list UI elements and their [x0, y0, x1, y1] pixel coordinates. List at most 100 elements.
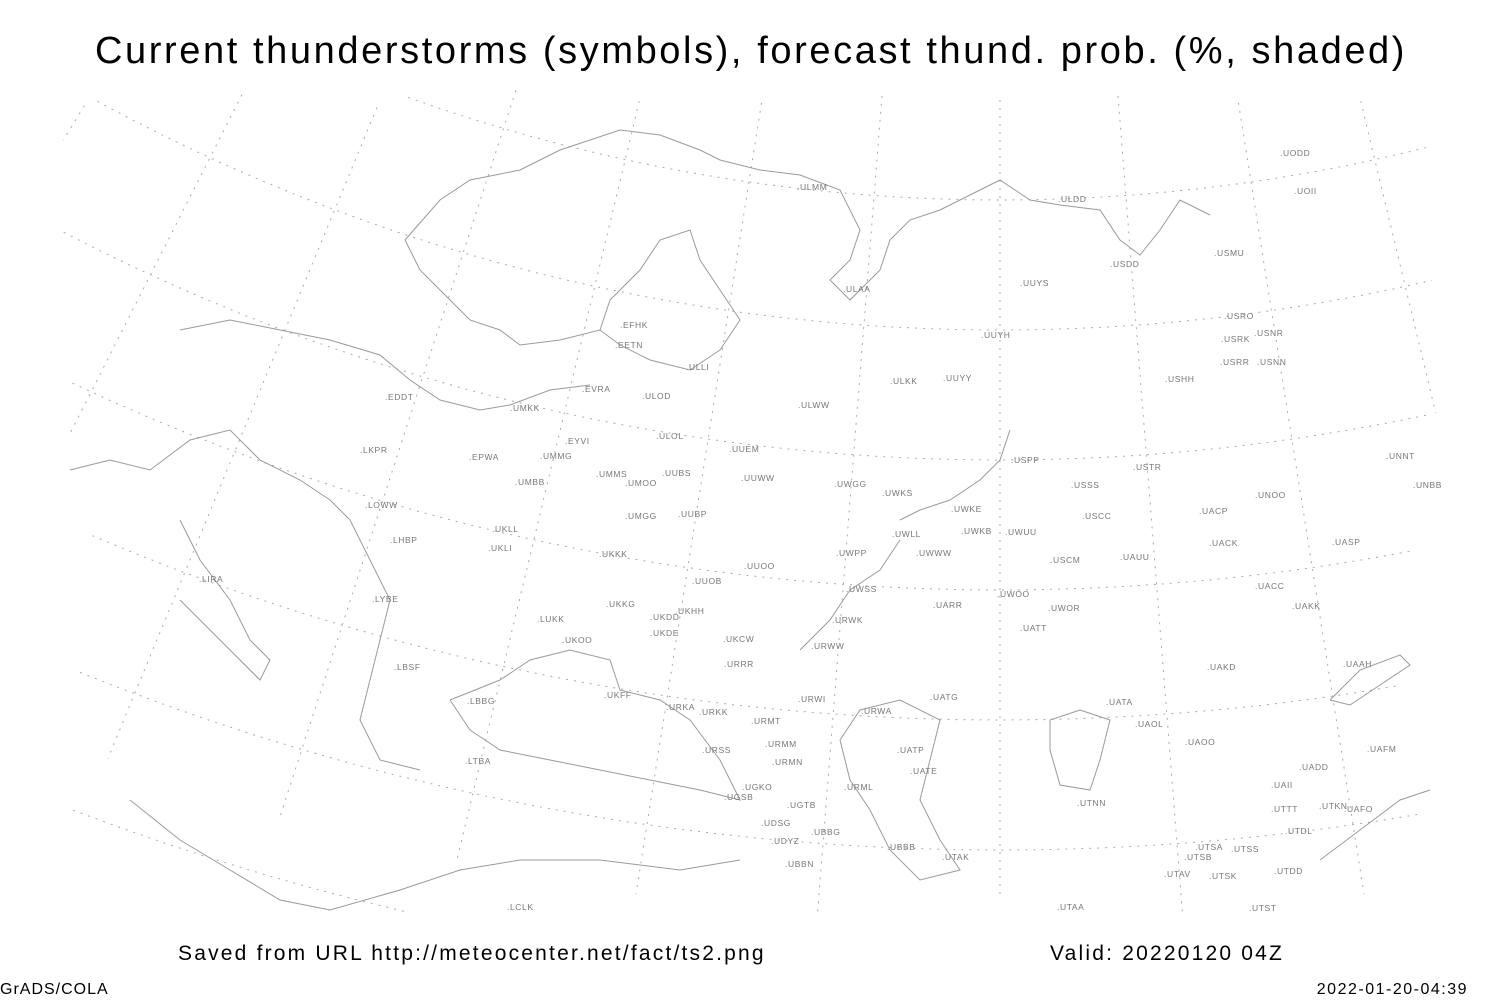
station-label-udsg: .UDSG [761, 818, 791, 828]
station-label-uubs: .UUBS [662, 468, 691, 478]
station-label-uaah: .UAAH [1343, 659, 1372, 669]
coastline [404, 129, 1211, 301]
station-label-usro: .USRO [1224, 311, 1254, 321]
station-label-ugtb: .UGTB [787, 800, 816, 810]
station-label-uadd: .UADD [1299, 762, 1329, 772]
station-label-uwpp: .UWPP [836, 548, 867, 558]
station-label-ukff: .UKFF [604, 690, 632, 700]
station-label-utsk: .UTSK [1209, 871, 1238, 881]
station-label-uacp: .UACP [1199, 506, 1228, 516]
station-label-lira: .LIRA [199, 574, 224, 584]
station-label-uwoo: .UWOO [997, 589, 1030, 599]
station-label-uafo: .UAFO [1344, 804, 1373, 814]
coastline [404, 229, 741, 371]
coastline [799, 539, 901, 651]
station-label-lhbp: .LHBP [390, 535, 418, 545]
coastline [69, 429, 421, 771]
source-url-text: Saved from URL http://meteocenter.net/fa… [178, 942, 766, 965]
station-label-usnr: .USNR [1254, 328, 1284, 338]
station-label-udyz: .UDYZ [771, 836, 800, 846]
station-label-urrr: .URRR [724, 659, 754, 669]
meridian-line [817, 95, 883, 914]
station-label-ubbg: .UBBG [811, 827, 841, 837]
station-label-uata: .UATA [1106, 697, 1133, 707]
meridian-line [1360, 101, 1437, 414]
station-label-eddt: .EDDT [385, 392, 414, 402]
coastline [1049, 709, 1111, 791]
meridian-line [107, 107, 378, 759]
station-label-uttt: .UTTT [1271, 804, 1299, 814]
station-label-usrr: .USRR [1220, 357, 1250, 367]
station-label-uwkb: .UWKB [961, 526, 992, 536]
station-label-usrk: .USRK [1221, 334, 1250, 344]
station-label-usss: .USSS [1071, 480, 1100, 490]
station-label-urss: .URSS [702, 745, 731, 755]
station-label-ulli: .ULLI [686, 362, 710, 372]
station-label-uwke: .UWKE [951, 504, 982, 514]
station-label-urka: .URKA [666, 702, 695, 712]
station-label-urmt: .URMT [751, 716, 781, 726]
station-label-uspp: .USPP [1011, 455, 1040, 465]
station-label-ukkk: .UKKK [599, 549, 628, 559]
station-label-loww: .LOWW [365, 500, 398, 510]
station-label-eyvi: .EYVI [565, 436, 590, 446]
station-label-uack: .UACK [1209, 538, 1238, 548]
coastline [179, 319, 591, 411]
station-label-uuyy: .UUYY [943, 373, 972, 383]
station-label-ulaa: .ULAA [843, 284, 871, 294]
station-label-utss: .UTSS [1231, 844, 1260, 854]
station-label-ulkk: .ULKK [890, 376, 918, 386]
station-label-lybe: .LYBE [372, 594, 399, 604]
coastline [179, 519, 271, 681]
coastline [1319, 789, 1431, 861]
station-label-uuww: .UUWW [741, 473, 775, 483]
station-label-uwuu: .UWUU [1005, 527, 1037, 537]
station-label-ukkg: .UKKG [606, 599, 636, 609]
station-label-eetn: .EETN [615, 340, 644, 350]
station-label-ukoo: .UKOO [562, 635, 593, 645]
station-label-usnn: .USNN [1257, 357, 1287, 367]
station-label-utav: .UTAV [1164, 869, 1191, 879]
station-label-uatt: .UATT [1020, 623, 1047, 633]
station-label-utsb: .UTSB [1184, 852, 1213, 862]
station-label-uwgg: .UWGG [834, 479, 867, 489]
station-label-uldd: .ULDD [1058, 194, 1087, 204]
station-label-lbbg: .LBBG [467, 696, 496, 706]
station-label-uubp: .UUBP [678, 509, 707, 519]
meridian-line [1238, 102, 1365, 894]
station-label-uaol: .UAOL [1135, 719, 1164, 729]
meridian-line [1117, 95, 1183, 914]
station-label-ukdd: .UKDD [650, 612, 680, 622]
coastline [129, 799, 741, 911]
station-label-uuys: .UUYS [1020, 278, 1049, 288]
meridian-line [67, 94, 243, 438]
station-label-umkk: .UMKK [510, 403, 540, 413]
station-label-ubbn: .UBBN [785, 859, 814, 869]
station-label-uacc: .UACC [1255, 581, 1285, 591]
station-label-urml: .URML [844, 782, 874, 792]
station-label-uatg: .UATG [930, 692, 959, 702]
station-label-uarr: .UARR [933, 600, 963, 610]
station-label-uasp: .UASP [1332, 537, 1361, 547]
station-label-unbb: .UNBB [1413, 480, 1442, 490]
parallel-line [92, 535, 1399, 721]
station-label-urmm: .URMM [765, 739, 797, 749]
generation-timestamp: 2022-01-20-04:39 [1316, 981, 1468, 998]
station-label-usdd: .USDD [1110, 259, 1140, 269]
station-label-utdd: .UTDD [1274, 866, 1303, 876]
station-label-uscc: .USCC [1082, 511, 1112, 521]
station-label-uauu: .UAUU [1120, 552, 1150, 562]
station-label-lukk: .LUKK [537, 614, 565, 624]
station-label-efhk: .EFHK [620, 320, 649, 330]
station-label-ukhh: .UKHH [675, 606, 705, 616]
station-label-umms: .UMMS [596, 469, 628, 479]
station-label-uwks: .UWKS [882, 488, 913, 498]
station-label-umbb: .UMBB [515, 477, 545, 487]
station-label-evra: .EVRA [582, 384, 611, 394]
station-label-ltba: .LTBA [465, 756, 491, 766]
station-label-ulmm: .ULMM [797, 182, 828, 192]
station-label-uakk: .UAKK [1292, 601, 1321, 611]
station-label-ukde: .UKDE [650, 628, 679, 638]
station-label-uafm: .UAFM [1367, 744, 1397, 754]
coastlines-borders [69, 129, 1431, 911]
